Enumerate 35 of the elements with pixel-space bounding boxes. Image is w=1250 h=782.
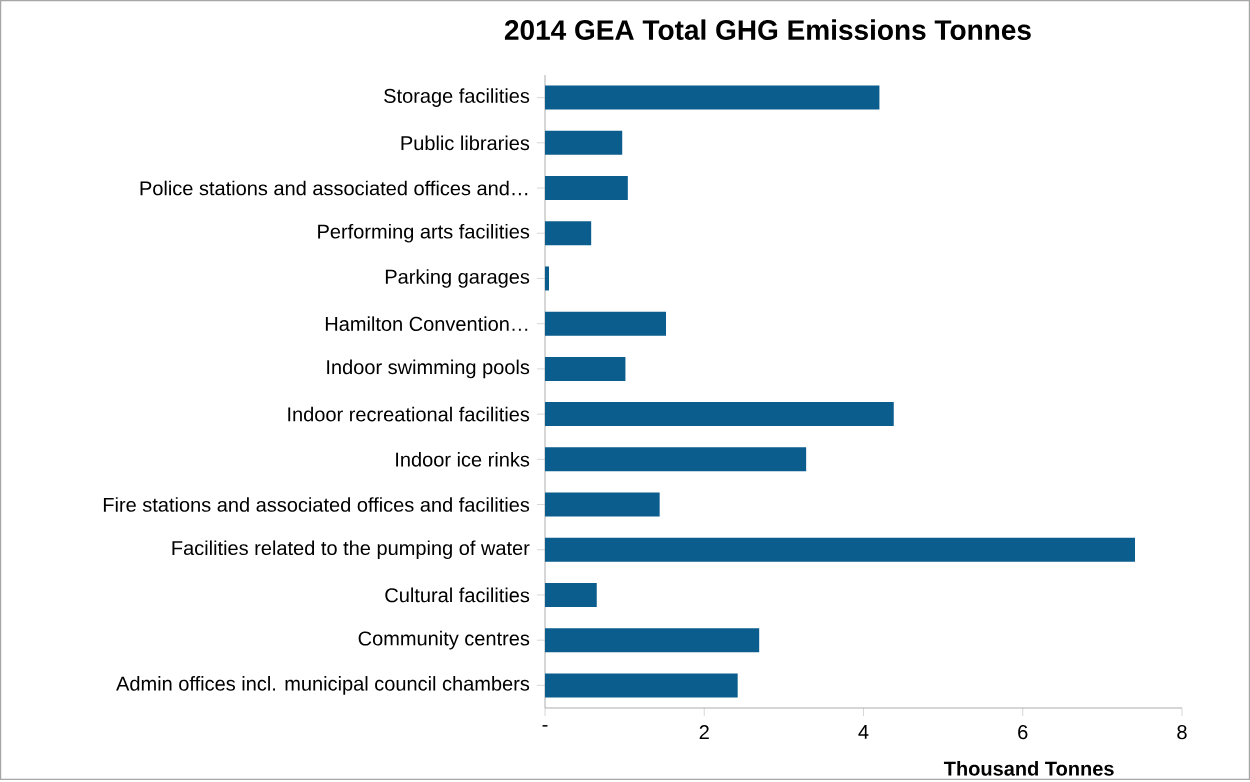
bar — [545, 401, 894, 426]
bar — [545, 673, 738, 698]
x-axis-title: Thousand Tonnes — [943, 760, 1114, 776]
bar — [545, 266, 549, 291]
y-tick-label: Fire stations and associated offices and facilities — [103, 496, 530, 512]
bar — [545, 582, 597, 607]
bar — [545, 221, 592, 246]
y-tick-label: Parking garages — [385, 268, 530, 288]
bar — [545, 537, 1136, 562]
y-tick-label: Indoor recreational facilities — [288, 406, 530, 422]
y-tick-label: Storage facilities — [384, 88, 530, 107]
bar — [545, 311, 667, 336]
bar — [545, 85, 880, 110]
y-tick-label: Facilities related to the pumping of water — [172, 540, 530, 559]
y-tick-label: Cultural facilities — [385, 587, 530, 603]
x-tick-label: 2 — [699, 724, 709, 739]
bar — [545, 356, 626, 381]
y-tick-label: Indoor swimming pools — [327, 359, 530, 378]
x-tick-label: 8 — [1177, 724, 1187, 740]
x-tick-label: 4 — [858, 724, 869, 739]
chart-title: 2014 GEA Total GHG Emissions Tonnes — [504, 19, 1031, 40]
y-tick-label: Performing arts facilities — [318, 223, 530, 243]
y-tick-label: Hamilton Convention… — [325, 316, 528, 331]
x-tick-label: 6 — [1018, 724, 1028, 740]
x-tick-label: - — [542, 724, 548, 727]
bar — [545, 175, 628, 200]
bar — [545, 627, 760, 652]
y-tick-label: Admin offices incl. municipal council chambers — [116, 675, 530, 695]
y-tick-label: Police stations and associated offices and… — [140, 180, 528, 196]
bar — [545, 447, 807, 472]
bar — [545, 492, 660, 517]
y-tick-label: Community centres — [358, 630, 530, 650]
y-tick-label: Indoor ice rinks — [396, 451, 530, 467]
bar — [545, 130, 623, 155]
y-tick-label: Public libraries — [401, 135, 530, 150]
